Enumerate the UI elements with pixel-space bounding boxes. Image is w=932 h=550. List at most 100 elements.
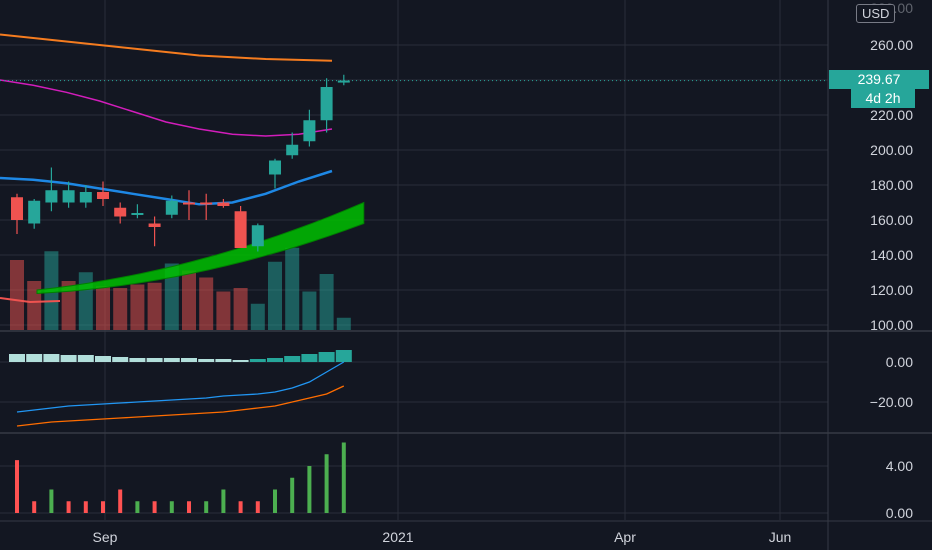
candle-body (79, 192, 92, 203)
indicator-bar (255, 501, 260, 513)
indicator-bar (273, 489, 277, 513)
ma-orange-line (0, 33, 333, 62)
price-tick-label: 100.00 (870, 317, 913, 333)
bar-countdown-label: 4d 2h (851, 89, 915, 108)
indicator-bar (187, 501, 191, 513)
oscillator-bar (249, 359, 266, 362)
volume-bar (285, 247, 300, 330)
oscillator-bar (9, 354, 25, 362)
volume-bar (164, 263, 179, 330)
volume-bar (147, 282, 162, 330)
candle-body (11, 197, 23, 220)
candle-body (337, 80, 350, 83)
oscillator-bar (112, 357, 129, 362)
indicator-bar (324, 454, 329, 513)
indicator-tick-label: 4.00 (886, 458, 913, 474)
oscillator-bar (198, 359, 215, 362)
volume-bar (27, 281, 42, 330)
volume-bar (250, 303, 265, 330)
volume-bar (61, 281, 76, 330)
ma-blue-line (0, 169, 333, 206)
candle-body (28, 200, 41, 224)
oscillator-bar (146, 358, 163, 362)
oscillator-bar (335, 350, 352, 362)
oscillator-bar (215, 359, 232, 362)
candle-body (165, 200, 178, 215)
indicator-bar (83, 501, 88, 513)
ma-magenta-line (0, 79, 333, 137)
currency-badge[interactable]: USD (856, 4, 896, 23)
volume-bar (268, 261, 282, 330)
indicator-bar (169, 501, 174, 513)
volume-bar (216, 291, 231, 330)
signal-orange-line (16, 385, 345, 427)
candle-body (62, 190, 75, 203)
oscillator-bar (77, 355, 94, 362)
price-tick-label: 120.00 (870, 282, 913, 298)
oscillator-bar (26, 354, 43, 362)
oscillator-bar (284, 356, 301, 362)
time-tick-label: Sep (93, 529, 118, 545)
oscillator-bar (43, 354, 60, 362)
indicator-tick-label: 0.00 (886, 505, 913, 521)
candle-body (114, 207, 127, 217)
volume-bar (302, 291, 317, 330)
indicator-bar (15, 460, 19, 513)
oscillator-bar (163, 358, 180, 362)
signal-blue-line (16, 361, 345, 413)
price-tick-label: 140.00 (870, 247, 913, 263)
volume-bar (336, 317, 351, 330)
indicator-bar (204, 501, 209, 513)
indicator-bar (32, 501, 37, 513)
volume-bar (182, 270, 196, 330)
price-tick-label: 220.00 (870, 107, 913, 123)
oscillator-bar (301, 354, 318, 362)
oscillator-bar (318, 352, 335, 362)
candle-body (217, 202, 230, 206)
time-tick-label: Jun (769, 529, 792, 545)
candle-body (148, 223, 161, 227)
volume-bar (10, 260, 24, 330)
candle-body (320, 87, 333, 121)
price-tick-label: 180.00 (870, 177, 913, 193)
volume-bar (319, 274, 334, 330)
candle-body (131, 213, 144, 215)
oscillator-bar (129, 358, 146, 362)
time-tick-label: 2021 (382, 529, 413, 545)
oscillator-bar (267, 358, 283, 362)
oscillator-bar (60, 355, 77, 362)
candle-body (269, 160, 281, 175)
time-tick-label: Apr (614, 529, 636, 545)
ribbon-start (0, 297, 61, 304)
candle-body (286, 144, 299, 156)
candle-body (97, 192, 109, 199)
candle-body (200, 202, 213, 205)
oscillator-bar (95, 356, 111, 362)
oscillator-tick-label: 0.00 (886, 354, 913, 370)
indicator-bar (152, 501, 157, 513)
indicator-bar (101, 501, 105, 513)
volume-bar (96, 286, 110, 330)
indicator-bar (221, 489, 226, 513)
oscillator-bar (181, 358, 197, 362)
indicator-bar (290, 477, 295, 513)
volume-bar (130, 284, 145, 330)
indicator-bar (238, 501, 243, 513)
candle-body (303, 120, 316, 142)
volume-bar (113, 288, 128, 330)
indicator-bar (135, 501, 140, 513)
oscillator-tick-label: −20.00 (870, 394, 913, 410)
indicator-bar (118, 489, 123, 513)
candle-body (251, 225, 264, 247)
volume-bar (233, 288, 248, 330)
candle-body (183, 202, 195, 205)
price-tick-label: 160.00 (870, 212, 913, 228)
price-tick-label: 200.00 (870, 142, 913, 158)
volume-bar (199, 277, 214, 330)
indicator-bar (66, 501, 71, 513)
ribbon-band (36, 201, 365, 295)
indicator-bar (307, 466, 312, 513)
candle-body (45, 190, 58, 203)
candle-body (234, 211, 247, 248)
